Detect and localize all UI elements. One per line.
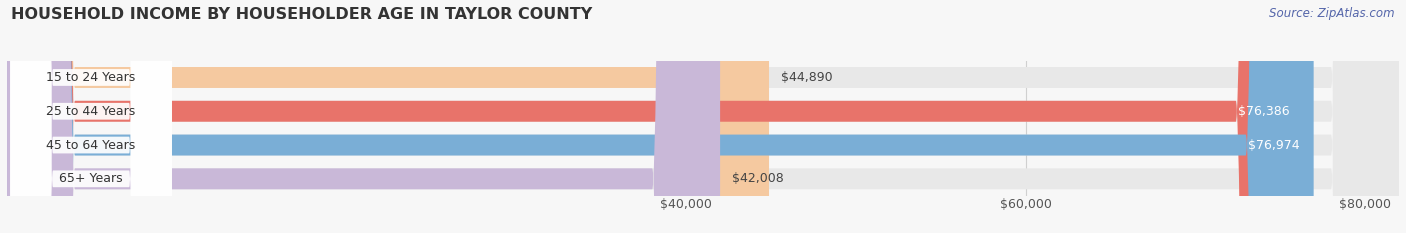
FancyBboxPatch shape <box>7 0 1303 233</box>
FancyBboxPatch shape <box>7 0 1399 233</box>
FancyBboxPatch shape <box>10 0 172 233</box>
Text: $44,890: $44,890 <box>780 71 832 84</box>
Text: $76,974: $76,974 <box>1249 139 1301 151</box>
FancyBboxPatch shape <box>10 0 172 233</box>
FancyBboxPatch shape <box>7 0 1399 233</box>
FancyBboxPatch shape <box>7 0 1399 233</box>
FancyBboxPatch shape <box>10 0 172 233</box>
FancyBboxPatch shape <box>7 0 1399 233</box>
FancyBboxPatch shape <box>7 0 769 233</box>
Text: $76,386: $76,386 <box>1239 105 1291 118</box>
Text: 65+ Years: 65+ Years <box>59 172 122 185</box>
Text: HOUSEHOLD INCOME BY HOUSEHOLDER AGE IN TAYLOR COUNTY: HOUSEHOLD INCOME BY HOUSEHOLDER AGE IN T… <box>11 7 592 22</box>
FancyBboxPatch shape <box>10 0 172 233</box>
FancyBboxPatch shape <box>7 0 720 233</box>
Text: 45 to 64 Years: 45 to 64 Years <box>46 139 136 151</box>
Text: 15 to 24 Years: 15 to 24 Years <box>46 71 136 84</box>
FancyBboxPatch shape <box>7 0 1313 233</box>
Text: $42,008: $42,008 <box>733 172 783 185</box>
Text: Source: ZipAtlas.com: Source: ZipAtlas.com <box>1270 7 1395 20</box>
Text: 25 to 44 Years: 25 to 44 Years <box>46 105 136 118</box>
